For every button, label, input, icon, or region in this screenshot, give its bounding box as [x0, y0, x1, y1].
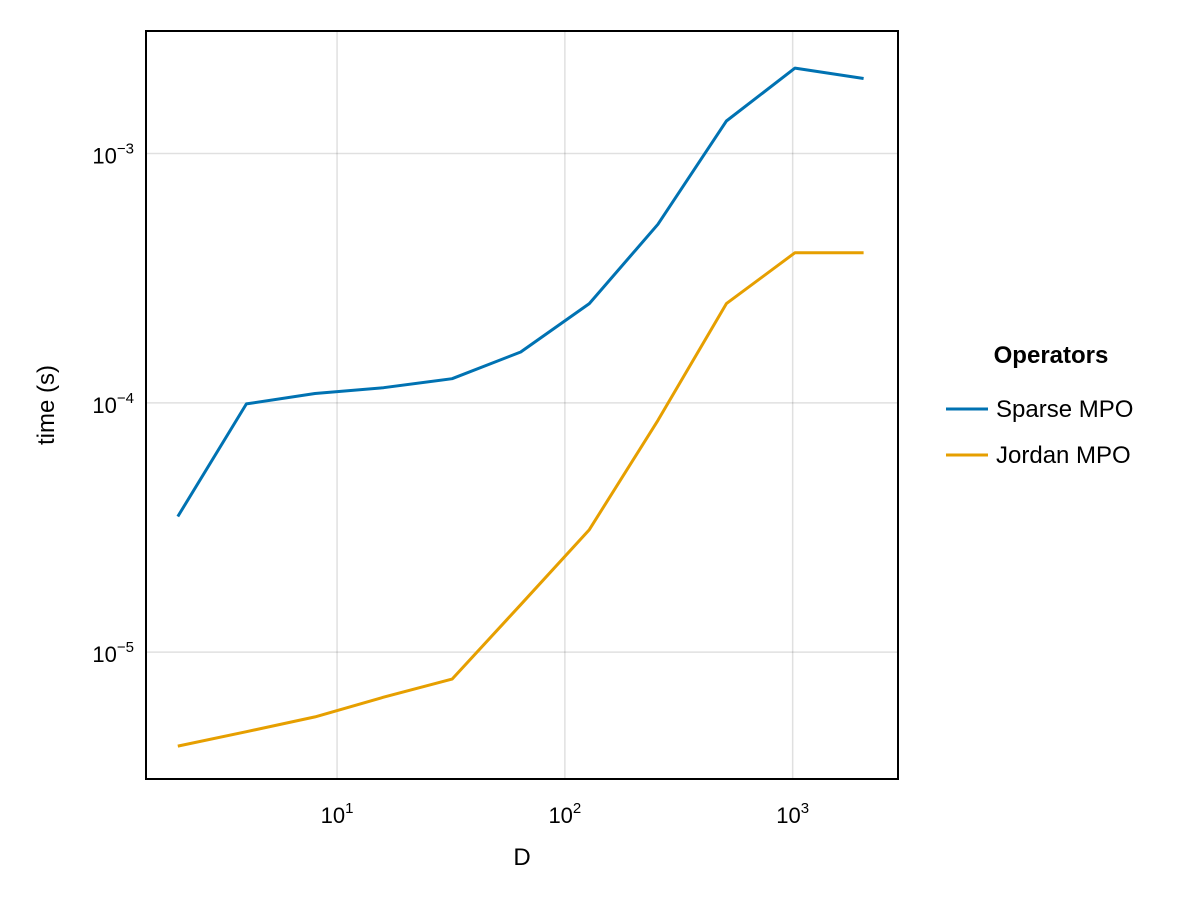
- y-tick-label: 10−3: [92, 141, 134, 169]
- x-tick-labels: 101 102 103: [321, 800, 809, 828]
- y-tick-label: 10−5: [92, 639, 134, 667]
- legend-title: Operators: [994, 342, 1109, 369]
- legend-label: Sparse MPO: [996, 396, 1133, 423]
- series-layer: [176, 66, 864, 748]
- x-axis-label: D: [513, 844, 530, 871]
- x-tick-label: 101: [321, 800, 354, 828]
- legend-label: Jordan MPO: [996, 442, 1131, 469]
- plot-frame: [145, 30, 899, 780]
- y-tick-labels: 10−5 10−4 10−3: [92, 141, 134, 668]
- series-line-sparse-mpo: [176, 66, 864, 518]
- y-tick-label: 10−4: [92, 390, 134, 418]
- x-tick-label: 102: [548, 800, 581, 828]
- grid-lines: [146, 31, 898, 779]
- y-axis-label: time (s): [33, 365, 60, 445]
- x-tick-label: 103: [776, 800, 809, 828]
- legend: Operators Sparse MPO Jordan MPO: [946, 342, 1133, 469]
- series-line-jordan-mpo: [177, 251, 864, 748]
